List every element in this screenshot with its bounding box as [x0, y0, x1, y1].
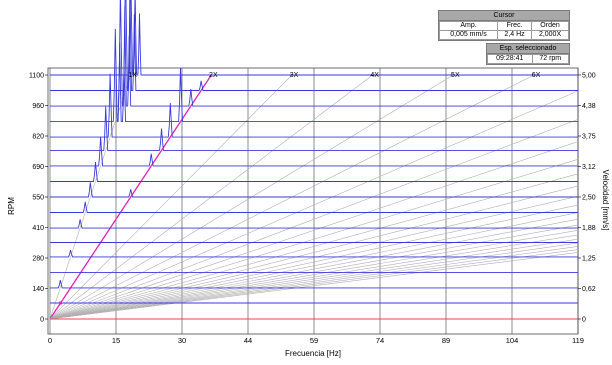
x-tick-label: 0	[48, 336, 52, 345]
order-line	[49, 234, 579, 320]
order-line	[49, 212, 579, 320]
velocity-tick-label: 1,25	[582, 256, 596, 263]
spectrum-trace[interactable]	[50, 219, 578, 229]
cursor-header-amp: Amp.	[438, 21, 499, 31]
x-axis-label: Frecuencia [Hz]	[285, 349, 341, 358]
x-tick-label: 104	[506, 336, 519, 345]
y-axis-label-rpm: RPM	[7, 197, 16, 215]
rpm-tick-label: 1100	[29, 73, 44, 80]
rpm-tick-label: 0	[40, 317, 44, 324]
order-line	[49, 229, 579, 320]
spectrum-trace[interactable]	[50, 0, 578, 107]
x-tick-label: 59	[310, 336, 318, 345]
rpm-tick-label: 280	[32, 256, 44, 263]
cursor-value-amp: 0,005 mm/s	[438, 30, 499, 40]
spectrum-trace[interactable]	[50, 182, 578, 198]
axes: 0 15 30 44 59 74 89 104 119 0 140 280 410 550 690 820 96…	[29, 72, 596, 345]
spectrum-trace[interactable]	[50, 161, 578, 182]
cursor-marker[interactable]	[58, 301, 63, 305]
order-label: 4X	[370, 72, 379, 79]
cursor-value-freq: 2,4 Hz	[497, 30, 533, 40]
rpm-tick-label: 550	[32, 195, 44, 202]
velocity-tick-label: 2,50	[582, 195, 596, 202]
x-tick-label: 15	[112, 336, 120, 345]
order-line	[49, 218, 579, 320]
order-line	[49, 141, 579, 320]
spectrum-trace[interactable]	[50, 106, 578, 151]
order-label: 1X	[128, 72, 137, 79]
x-tick-label: 44	[244, 336, 252, 345]
plot-area[interactable]	[47, 67, 579, 335]
y-axis-label-velocity: Velocidad [mm/s]	[601, 170, 610, 231]
order-line	[49, 185, 579, 320]
spectrum-trace[interactable]	[50, 249, 578, 258]
order-line	[49, 246, 579, 320]
order-line	[49, 204, 579, 320]
order-label: 6X	[532, 72, 541, 79]
order-lines	[49, 74, 579, 320]
x-tick-label: 30	[178, 336, 186, 345]
spectrum-trace[interactable]	[50, 201, 578, 213]
x-tick-label: 74	[376, 336, 384, 345]
spectrum-trace[interactable]	[50, 279, 578, 289]
selected-spectrum-table: 09:28:41 72 rpm	[487, 54, 569, 64]
order-label: 3X	[290, 72, 299, 79]
order-line	[49, 238, 579, 320]
order-line	[49, 119, 579, 320]
cursor-readout-table: Amp. Frec. Orden 0,005 mm/s 2,4 Hz 2,000…	[438, 21, 569, 40]
velocity-tick-label: 3,12	[582, 164, 596, 171]
spectrum-trace[interactable]	[50, 0, 578, 76]
order-label: 5X	[451, 72, 460, 79]
order-label: 2X	[209, 72, 218, 79]
order-line	[49, 249, 579, 320]
rpm-tick-label: 820	[32, 134, 44, 141]
spectrum-trace[interactable]	[50, 28, 578, 123]
rpm-tick-label: 690	[32, 164, 44, 171]
order-line	[49, 173, 579, 320]
order-line	[49, 252, 579, 320]
cursor-readout-box: Cursor Amp. Frec. Orden 0,005 mm/s 2,4 H…	[438, 10, 570, 41]
spectrum-trace[interactable]	[50, 73, 578, 138]
selected-spectrum-box: Esp. seleccionado 09:28:41 72 rpm	[486, 43, 570, 65]
selected-spectrum-title: Esp. seleccionado	[487, 44, 569, 54]
order-line	[49, 90, 579, 320]
rpm-tick-label: 140	[32, 286, 44, 293]
velocity-tick-label: 0	[582, 317, 586, 324]
order-line	[49, 159, 579, 320]
velocity-tick-label: 0,62	[582, 286, 596, 293]
order-line	[49, 242, 579, 320]
order-line	[49, 195, 579, 320]
velocity-tick-label: 1,88	[582, 225, 596, 232]
cursor-header-freq: Frec.	[497, 21, 533, 31]
velocity-tick-label: 5,00	[582, 73, 596, 80]
spectrum-trace[interactable]	[50, 136, 578, 167]
cursor-readout-title: Cursor	[439, 11, 569, 21]
rpm-tick-label: 960	[32, 103, 44, 110]
cursor-header-order: Orden	[531, 21, 569, 31]
velocity-tick-label: 4,38	[582, 103, 596, 110]
grid-lines	[49, 68, 579, 334]
selected-spectrum-rpm: 72 rpm	[531, 54, 569, 64]
cursor-value-order: 2,000X	[531, 30, 569, 40]
x-tick-label: 89	[442, 336, 450, 345]
velocity-tick-label: 3,75	[582, 134, 596, 141]
selected-spectrum-time: 09:28:41	[487, 54, 533, 64]
x-tick-label: 119	[572, 336, 584, 345]
order-line-highlighted[interactable]	[49, 74, 212, 320]
spectra-traces[interactable]	[50, 0, 578, 320]
spectrum-trace[interactable]	[50, 0, 578, 91]
rpm-tick-label: 410	[32, 225, 44, 232]
